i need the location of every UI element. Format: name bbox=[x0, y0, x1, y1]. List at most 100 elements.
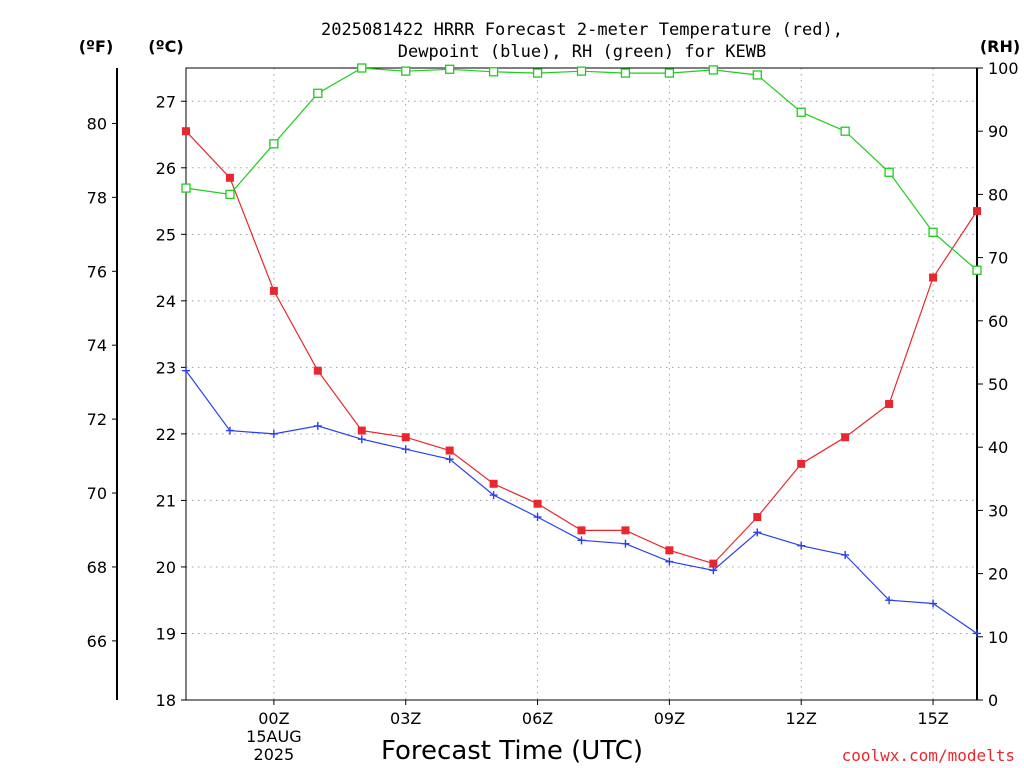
dewpoint-point bbox=[973, 629, 981, 638]
rh-line bbox=[185, 67, 978, 271]
dewpoint-point bbox=[577, 536, 586, 545]
rh-point bbox=[445, 64, 455, 74]
celsius-tick-label: 21 bbox=[156, 491, 176, 510]
rh-point bbox=[664, 68, 675, 78]
x-tick-label: 06Z bbox=[522, 709, 553, 728]
dewpoint-point bbox=[709, 566, 718, 575]
rh-point bbox=[269, 139, 279, 149]
rh-tick-label: 10 bbox=[988, 628, 1008, 647]
grid-lines bbox=[186, 68, 977, 700]
date-label-day: 15AUG bbox=[246, 727, 301, 746]
rh-unit-label: (RH) bbox=[980, 37, 1020, 56]
axes bbox=[112, 67, 983, 705]
tick-labels: 18 19 20 21 22 23 24 25 26 27 00Z 03Z 06Z 09Z 12Z 15Z 15… bbox=[87, 59, 1019, 764]
celsius-tick-label: 24 bbox=[156, 292, 176, 311]
rh-tick-label: 100 bbox=[988, 59, 1019, 78]
rh-point bbox=[488, 67, 499, 77]
chart-title-line1: 2025081422 HRRR Forecast 2-meter Tempera… bbox=[321, 20, 843, 40]
plot-frame bbox=[185, 67, 978, 701]
rh-point bbox=[225, 189, 235, 200]
chart-title-line2: Dewpoint (blue), RH (green) for KEWB bbox=[398, 42, 766, 62]
data-series bbox=[181, 63, 982, 638]
temperature-series bbox=[182, 127, 981, 568]
dewpoint-point bbox=[401, 445, 410, 454]
temperature-point bbox=[269, 286, 278, 295]
dewpoint-point bbox=[621, 539, 630, 548]
fahrenheit-tick-label: 78 bbox=[87, 188, 107, 207]
temperature-point bbox=[445, 446, 454, 455]
dewpoint-point bbox=[533, 513, 542, 522]
rh-tick-label: 60 bbox=[988, 312, 1008, 331]
x-tick-label: 00Z bbox=[258, 709, 289, 728]
rh-point bbox=[576, 66, 587, 76]
temperature-point bbox=[533, 499, 542, 508]
rh-tick-label: 20 bbox=[988, 565, 1008, 584]
date-label-year: 2025 bbox=[254, 745, 295, 764]
fahrenheit-tick-label: 66 bbox=[87, 632, 107, 651]
dewpoint-point bbox=[797, 541, 806, 550]
fahrenheit-unit-label: (ºF) bbox=[79, 37, 114, 56]
celsius-tick-label: 25 bbox=[156, 225, 176, 244]
dewpoint-point bbox=[225, 426, 234, 435]
x-tick-label: 09Z bbox=[654, 709, 685, 728]
celsius-tick-label: 19 bbox=[156, 624, 176, 643]
fahrenheit-tick-label: 70 bbox=[87, 484, 107, 503]
temperature-point bbox=[401, 433, 410, 442]
rh-tick-label: 90 bbox=[988, 122, 1008, 141]
rh-point bbox=[796, 107, 806, 117]
temperature-line bbox=[185, 130, 978, 565]
rh-point bbox=[752, 70, 762, 80]
rh-point bbox=[313, 88, 323, 98]
celsius-tick-label: 23 bbox=[156, 358, 176, 377]
credit-text: coolwx.com/modelts bbox=[842, 746, 1015, 765]
rh-point bbox=[620, 68, 631, 78]
temperature-point bbox=[182, 127, 190, 136]
dewpoint-point bbox=[841, 550, 850, 559]
dewpoint-point bbox=[489, 491, 498, 500]
dewpoint-point bbox=[665, 557, 674, 566]
temperature-point bbox=[313, 366, 322, 375]
dewpoint-line bbox=[185, 370, 978, 634]
rh-tick-label: 0 bbox=[988, 691, 998, 710]
temperature-point bbox=[841, 433, 850, 442]
celsius-tick-label: 27 bbox=[156, 92, 176, 111]
temperature-point bbox=[753, 513, 762, 522]
rh-point bbox=[181, 183, 191, 193]
fahrenheit-tick-label: 74 bbox=[87, 336, 107, 355]
celsius-tick-label: 22 bbox=[156, 425, 176, 444]
temperature-point bbox=[665, 546, 674, 555]
fahrenheit-tick-label: 68 bbox=[87, 558, 107, 577]
rh-point bbox=[840, 126, 850, 136]
rh-point bbox=[401, 66, 411, 76]
celsius-unit-label: (ºC) bbox=[148, 37, 183, 56]
rh-point bbox=[708, 65, 718, 75]
dewpoint-point bbox=[445, 455, 454, 464]
fahrenheit-tick-label: 76 bbox=[87, 262, 107, 281]
rh-tick-label: 40 bbox=[988, 438, 1008, 457]
x-tick-label: 03Z bbox=[390, 709, 421, 728]
celsius-tick-label: 26 bbox=[156, 159, 176, 178]
rh-point bbox=[928, 227, 938, 237]
rh-point bbox=[357, 63, 367, 73]
rh-series bbox=[181, 63, 982, 275]
temperature-point bbox=[929, 273, 938, 282]
temperature-point bbox=[489, 479, 498, 488]
temperature-point bbox=[709, 559, 718, 568]
dewpoint-point bbox=[753, 528, 762, 537]
dewpoint-point bbox=[182, 366, 190, 375]
rh-point bbox=[532, 68, 543, 78]
temperature-point bbox=[885, 399, 894, 408]
rh-tick-label: 30 bbox=[988, 501, 1008, 520]
x-tick-label: 12Z bbox=[786, 709, 817, 728]
dewpoint-point bbox=[269, 429, 278, 438]
celsius-tick-label: 18 bbox=[156, 691, 176, 710]
x-axis-label: Forecast Time (UTC) bbox=[381, 736, 643, 766]
rh-tick-label: 50 bbox=[988, 375, 1008, 394]
rh-point bbox=[884, 167, 894, 177]
temperature-point bbox=[357, 426, 366, 435]
dewpoint-point bbox=[929, 599, 938, 608]
rh-tick-label: 70 bbox=[988, 249, 1008, 268]
temperature-point bbox=[621, 526, 630, 535]
x-tick-label: 15Z bbox=[917, 709, 948, 728]
